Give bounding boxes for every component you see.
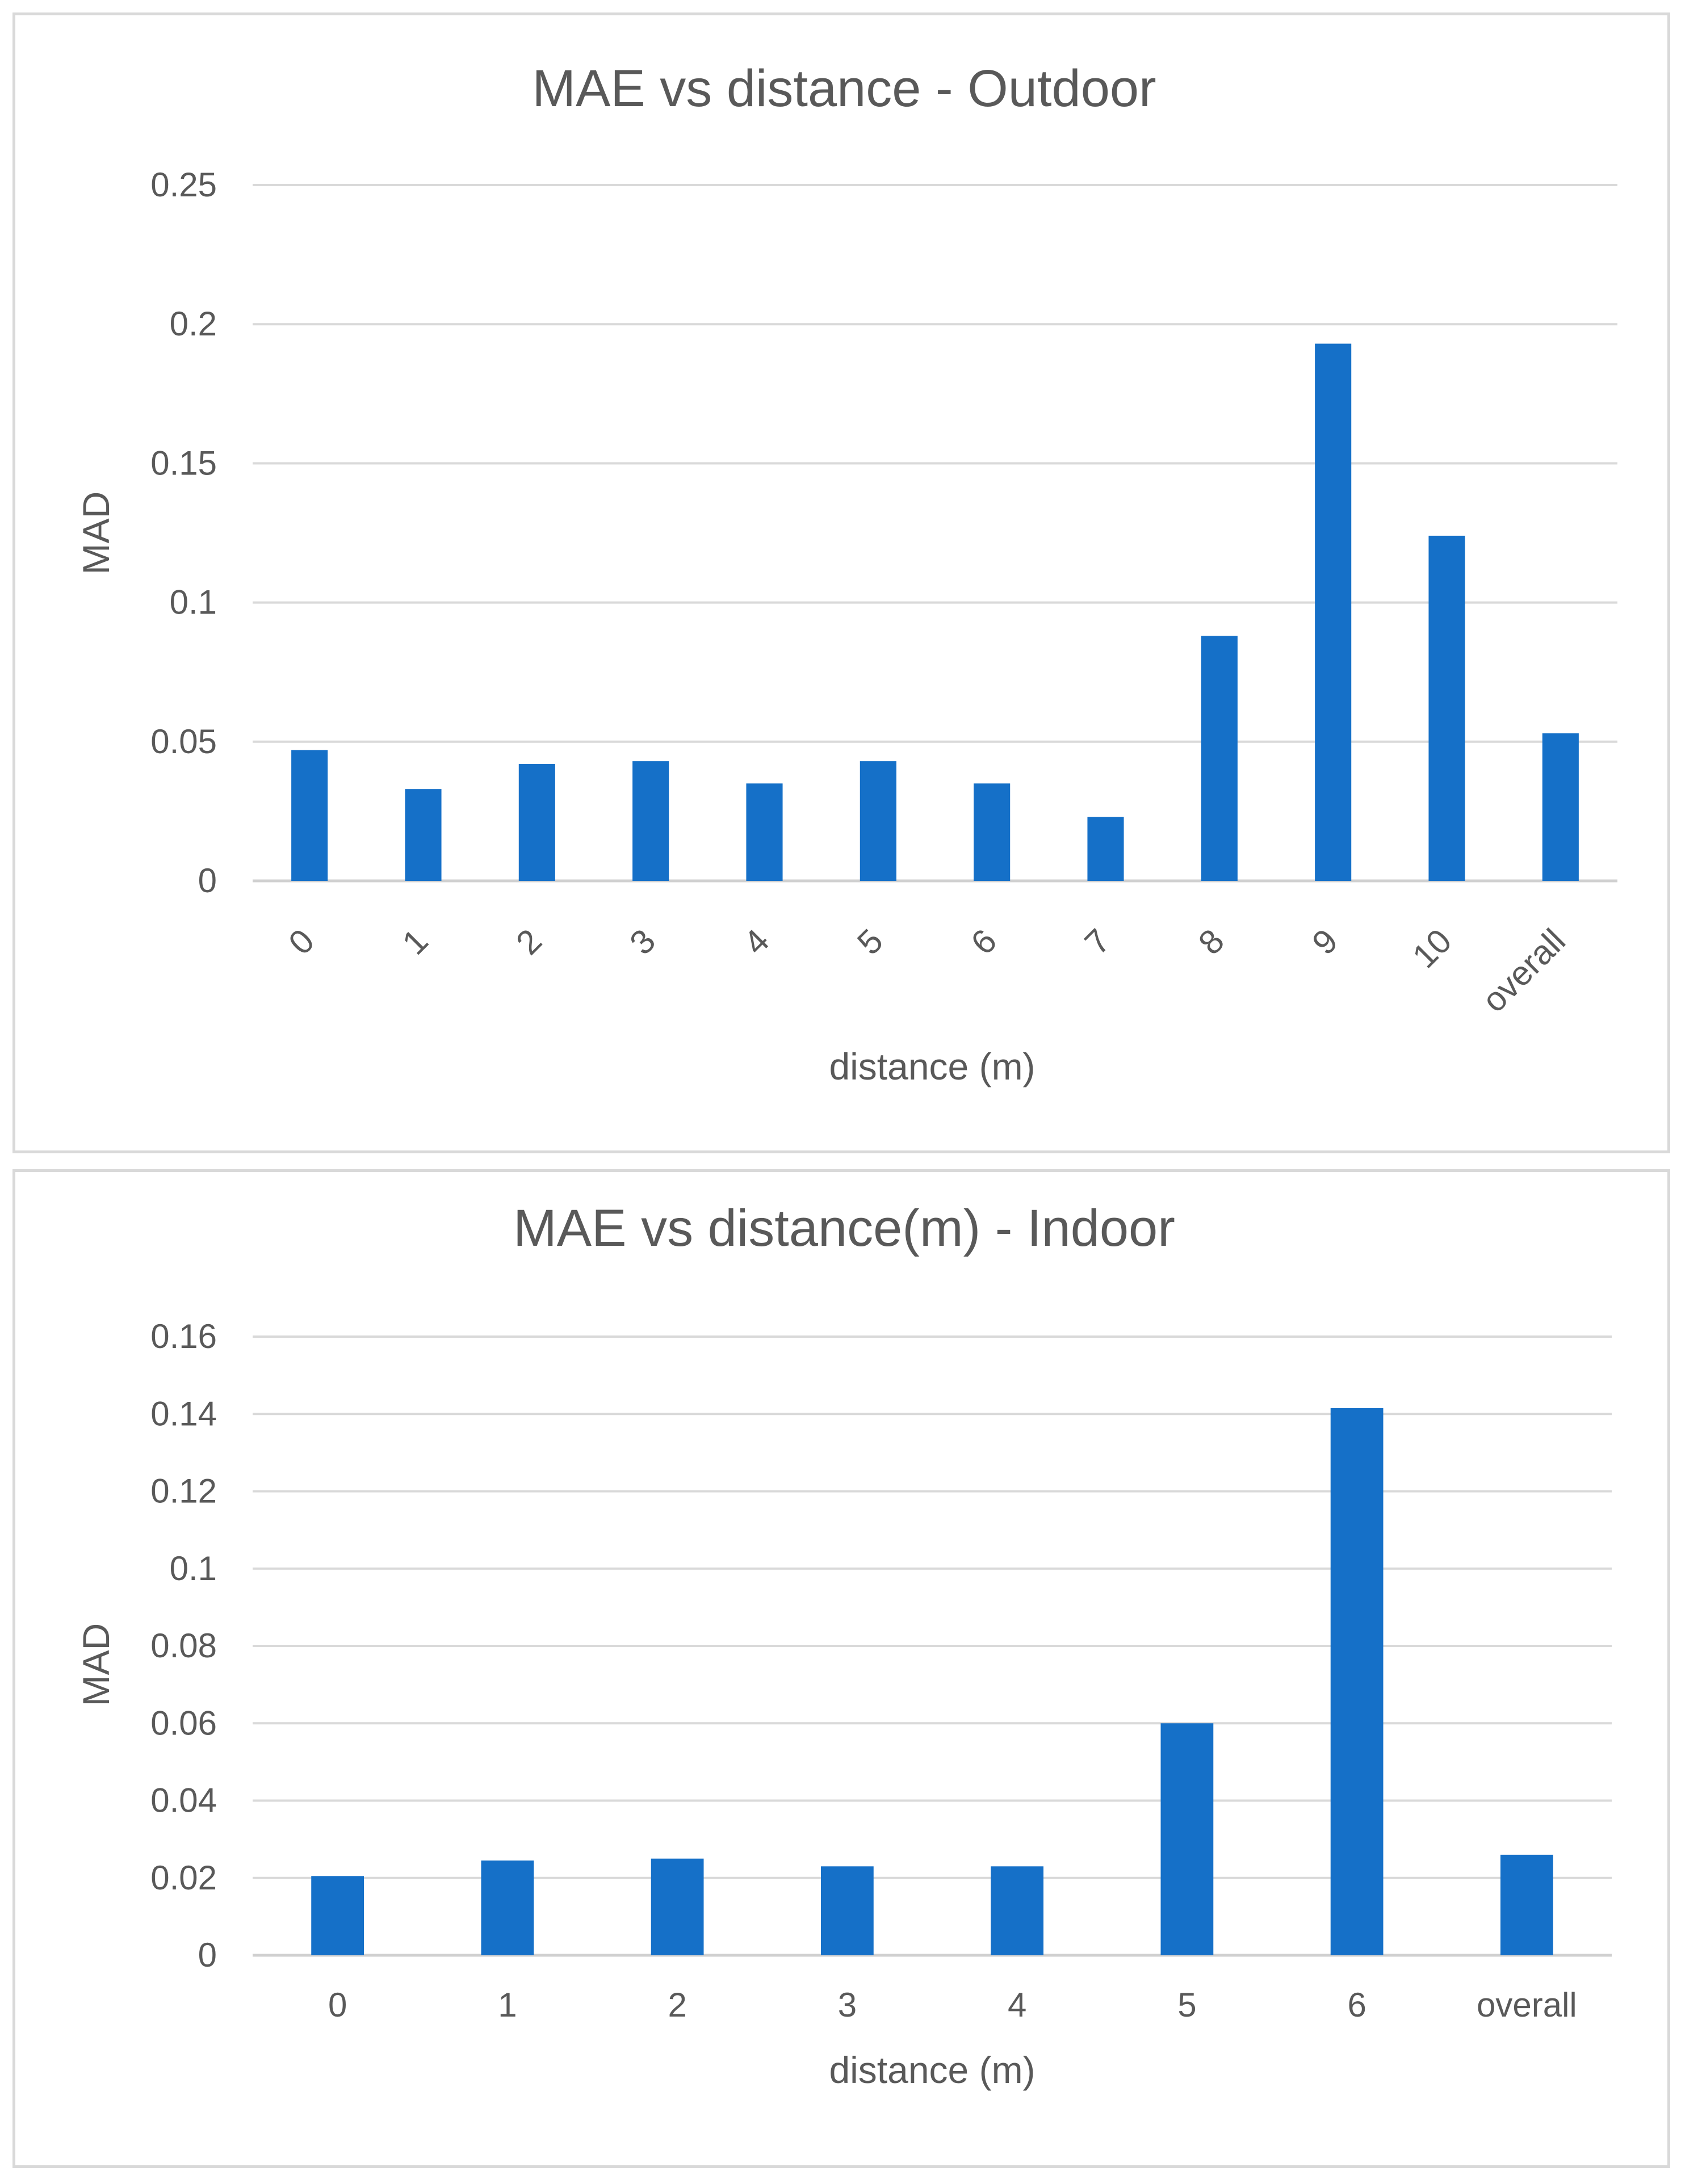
bar (481, 1860, 534, 1955)
bar (820, 1866, 874, 1955)
x-tick-label: 9 (1305, 922, 1345, 962)
x-tick-label: 0 (281, 922, 321, 962)
y-tick-label: 0.02 (150, 1859, 217, 1897)
x-tick-label: 8 (1191, 922, 1231, 962)
bar (518, 764, 555, 881)
y-tick-label: 0.25 (150, 166, 217, 204)
y-tick-label: 0.12 (150, 1472, 217, 1510)
x-tick-label: 6 (1347, 1986, 1366, 2024)
y-tick-label: 0.04 (150, 1782, 217, 1820)
x-tick-label: 3 (838, 1986, 857, 2024)
y-tick-label: 0.08 (150, 1627, 217, 1665)
indoor-chart-panel: MAE vs distance(m) - Indoor 0 0.02 0.04 0.06… (12, 1169, 1670, 2168)
bar (1160, 1723, 1214, 1955)
x-tick-label: 1 (395, 922, 435, 962)
y-tick-label: 0.06 (150, 1704, 217, 1742)
x-axis-label: distance (m) (829, 1045, 1035, 1087)
y-tick-label: 0.1 (170, 583, 217, 621)
bar (651, 1858, 704, 1955)
x-tick-label: 7 (1078, 922, 1118, 962)
bar (311, 1876, 364, 1955)
bar (860, 761, 896, 881)
bar (1201, 636, 1238, 881)
x-tick-label: overall (1475, 922, 1573, 1019)
y-tick-label: 0.16 (150, 1317, 217, 1355)
bar (746, 783, 783, 881)
x-tick-label: 0 (328, 1986, 347, 2024)
y-tick-label: 0.1 (170, 1549, 217, 1587)
bar (1428, 535, 1465, 881)
x-tick-label: overall (1477, 1986, 1577, 2024)
y-tick-label: 0 (198, 1936, 217, 1974)
bar (632, 761, 669, 881)
x-tick-label: 2 (509, 922, 549, 962)
x-tick-label: 4 (736, 922, 777, 962)
x-tick-label: 4 (1008, 1986, 1026, 2024)
y-tick-label: 0.15 (150, 444, 217, 482)
x-tick-label: 2 (668, 1986, 686, 2024)
y-tick-label: 0.05 (150, 723, 217, 761)
x-tick-label: 10 (1405, 922, 1459, 976)
x-tick-label: 3 (622, 922, 663, 962)
bar (974, 783, 1011, 881)
x-tick-label: 1 (498, 1986, 517, 2024)
bar (1542, 733, 1579, 881)
y-axis-label: MAD (75, 492, 117, 575)
chart-title: MAE vs distance(m) - Indoor (513, 1199, 1175, 1257)
y-axis-label: MAD (75, 1623, 117, 1707)
bar (291, 750, 328, 881)
x-tick-label: 6 (963, 922, 1004, 962)
x-axis-label: distance (m) (829, 2049, 1035, 2091)
bar (1330, 1408, 1384, 1955)
bar (405, 789, 442, 881)
bar (991, 1866, 1044, 1955)
bar (1315, 343, 1352, 881)
chart-title: MAE vs distance - Outdoor (532, 60, 1156, 117)
bar (1500, 1854, 1553, 1955)
y-tick-label: 0.14 (150, 1395, 217, 1433)
bar (1087, 817, 1124, 881)
indoor-chart: MAE vs distance(m) - Indoor 0 0.02 0.04 0.06… (75, 1199, 1612, 2091)
y-tick-label: 0.2 (170, 305, 217, 343)
y-tick-label: 0 (198, 862, 217, 900)
x-tick-label: 5 (1177, 1986, 1196, 2024)
outdoor-chart-panel: MAE vs distance - Outdoor 0 0.05 0.1 0.15 0.2… (12, 12, 1670, 1153)
x-tick-label: 5 (850, 922, 890, 962)
outdoor-chart: MAE vs distance - Outdoor 0 0.05 0.1 0.15 0.2… (75, 60, 1617, 1087)
